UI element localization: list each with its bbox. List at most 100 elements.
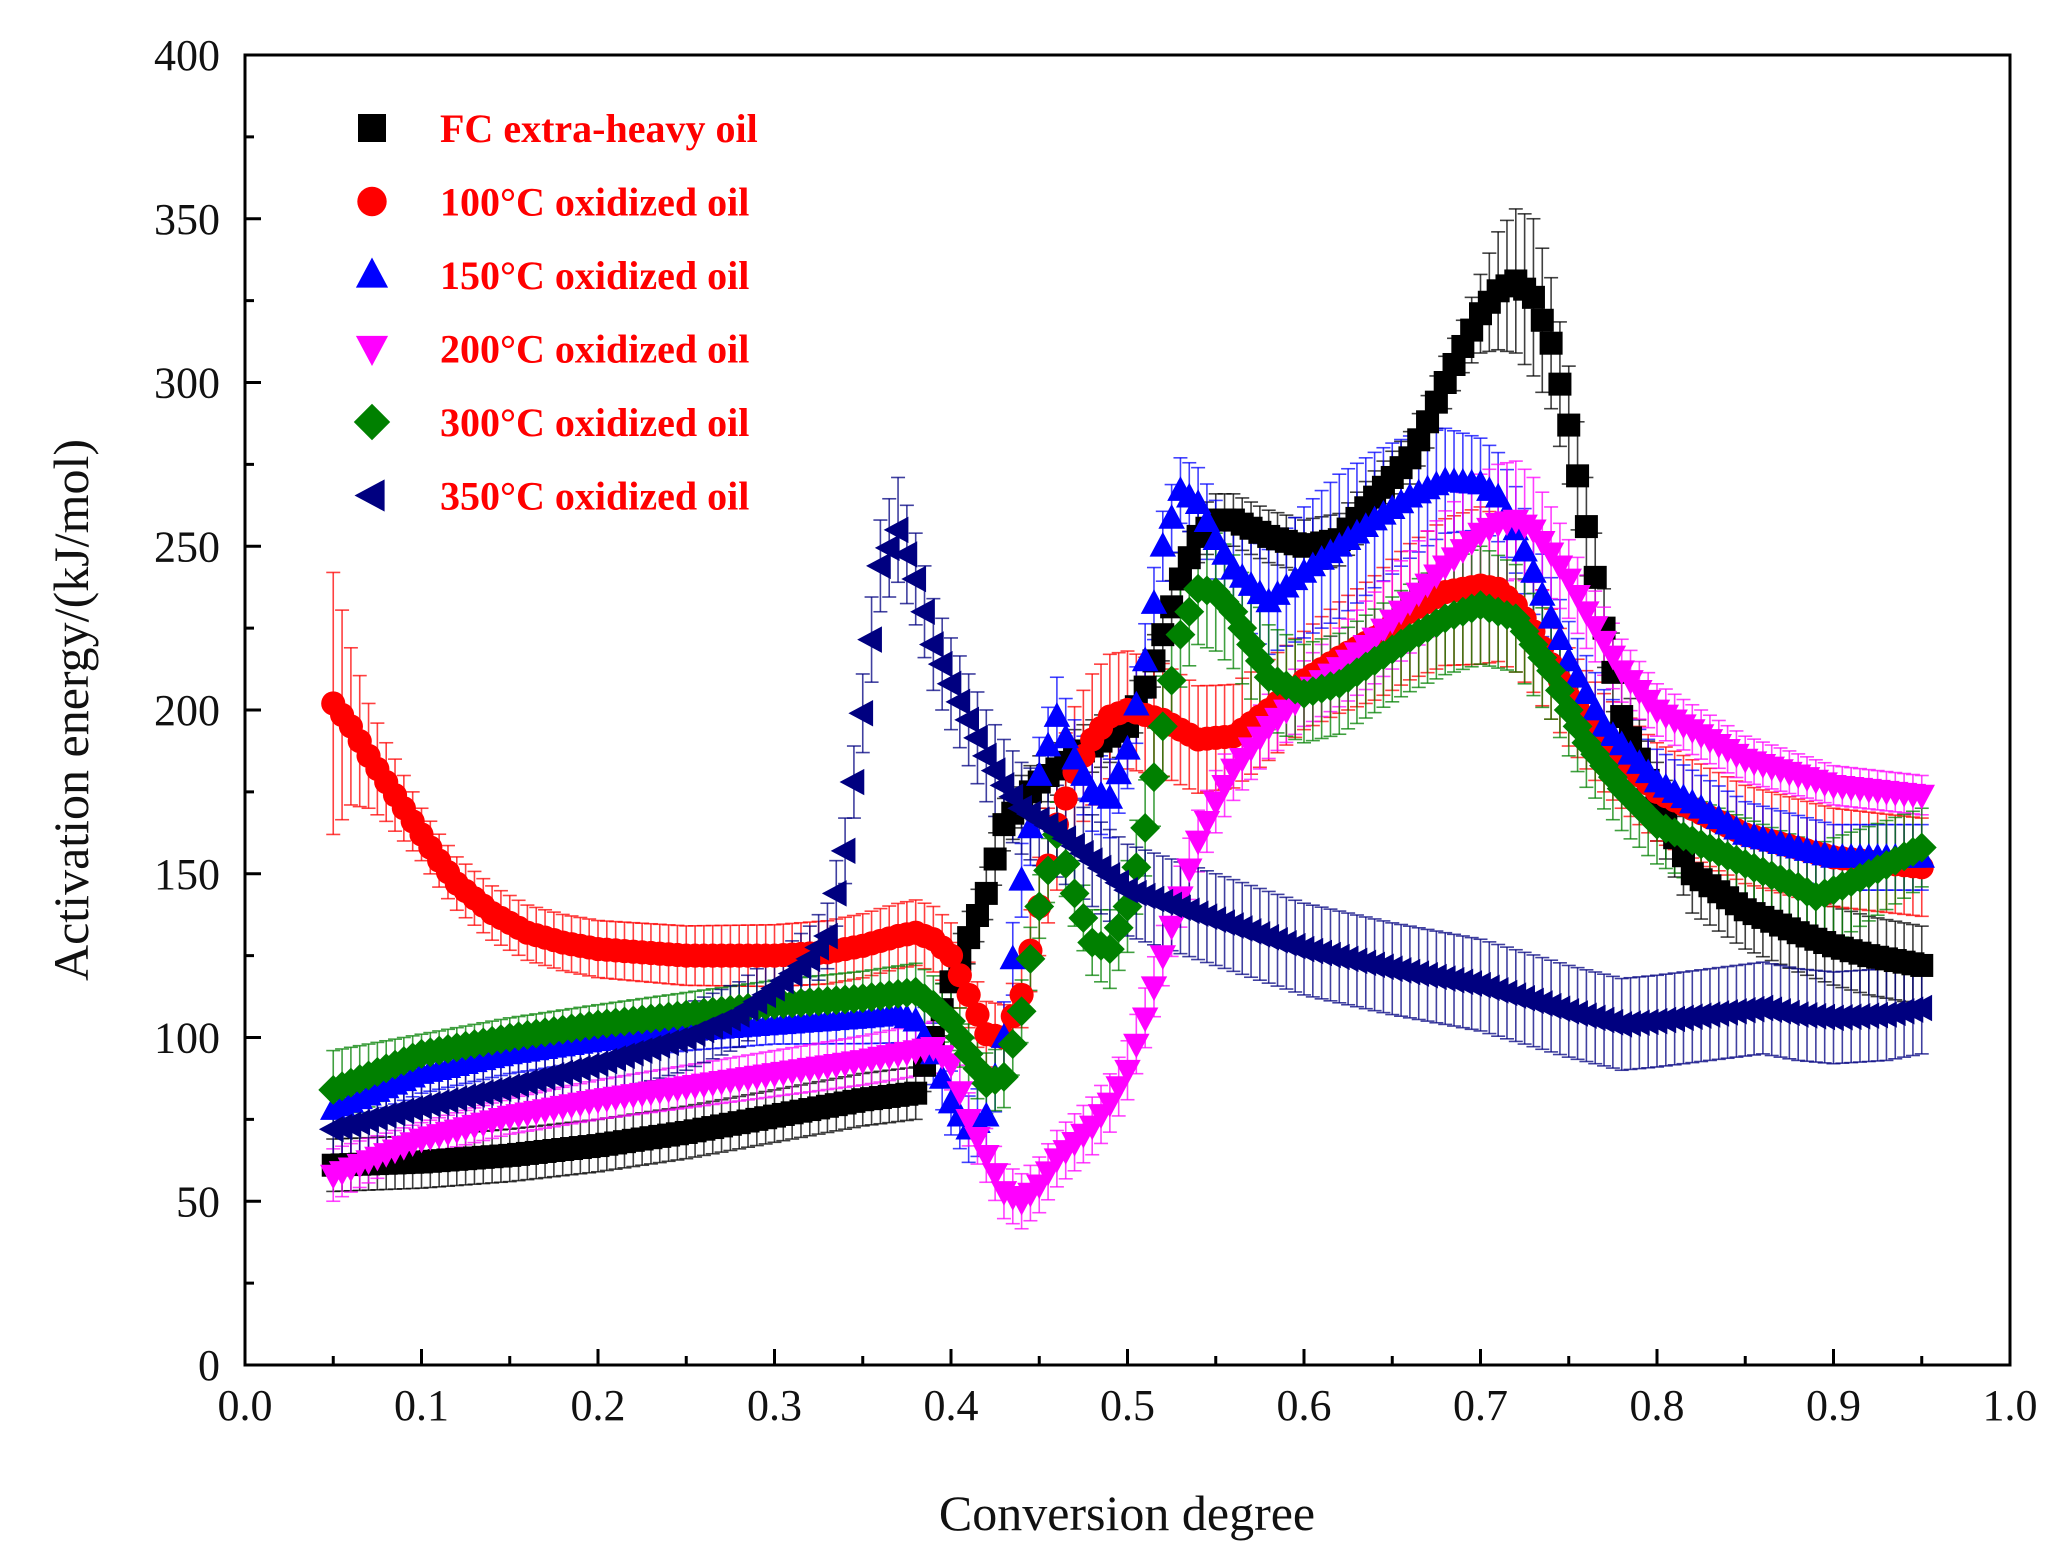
- data-point: [1131, 1007, 1159, 1033]
- data-point: [1530, 308, 1554, 332]
- data-point: [1573, 601, 1600, 627]
- data-point: [974, 881, 998, 905]
- data-point: [1555, 568, 1582, 594]
- data-point: [1114, 1059, 1141, 1085]
- data-point: [1149, 531, 1177, 557]
- data-point: [1624, 791, 1655, 822]
- series-ox200: [320, 509, 1935, 1216]
- data-point: [1433, 371, 1457, 394]
- y-tick-label: 150: [154, 850, 220, 899]
- data-point: [1582, 695, 1609, 721]
- data-point: [954, 706, 979, 734]
- legend-entry-ox150: 150°C oxidized oil: [355, 253, 749, 298]
- data-point: [997, 1029, 1028, 1059]
- data-point: [1574, 515, 1598, 539]
- data-markers: [318, 269, 1937, 1216]
- data-point: [1416, 410, 1440, 434]
- data-point: [1546, 555, 1574, 581]
- data-point: [1015, 943, 1046, 974]
- x-tick-label: 0.7: [1453, 1381, 1508, 1430]
- data-point: [1202, 791, 1229, 817]
- data-point: [883, 516, 909, 544]
- data-point: [1590, 630, 1618, 656]
- x-tick-label: 0.1: [394, 1381, 449, 1430]
- data-point: [944, 1022, 975, 1053]
- data-point: [1174, 596, 1205, 627]
- data-point: [945, 688, 971, 716]
- data-point: [1597, 762, 1628, 793]
- data-point: [1123, 1033, 1150, 1059]
- legend-label: 100°C oxidized oil: [440, 180, 749, 225]
- y-tick-label: 200: [154, 686, 220, 735]
- data-point: [1151, 623, 1175, 647]
- data-point: [971, 742, 997, 770]
- data-point: [946, 1081, 974, 1106]
- data-point: [1599, 645, 1627, 671]
- legend-label: FC extra-heavy oil: [440, 106, 758, 151]
- x-tick-label: 0.5: [1100, 1381, 1155, 1430]
- data-point: [1211, 540, 1238, 565]
- data-point: [1009, 982, 1034, 1007]
- data-point: [1564, 662, 1591, 688]
- data-point: [1068, 903, 1099, 933]
- data-point: [1527, 642, 1558, 673]
- data-point: [999, 944, 1026, 970]
- data-point: [1227, 613, 1258, 644]
- data-point: [1123, 690, 1150, 716]
- data-point: [1537, 542, 1565, 568]
- data-point: [1193, 507, 1221, 533]
- data-point: [1582, 616, 1609, 641]
- y-tick-label: 0: [198, 1341, 220, 1390]
- data-point: [1536, 655, 1567, 686]
- data-point: [1061, 744, 1088, 770]
- plot-frame: [243, 53, 2012, 1367]
- legend-entry-fc: FC extra-heavy oil: [358, 106, 758, 151]
- data-point: [980, 757, 1006, 784]
- data-point: [892, 541, 918, 568]
- data-point: [1610, 705, 1634, 729]
- data-point: [1546, 625, 1574, 650]
- data-point: [1149, 945, 1177, 970]
- data-point: [848, 700, 874, 727]
- legend-label: 350°C oxidized oil: [440, 474, 749, 519]
- data-point: [1103, 912, 1134, 943]
- data-point: [1544, 675, 1575, 706]
- data-point: [1121, 852, 1152, 883]
- legend-marker: [355, 257, 389, 288]
- x-tick-label: 0.9: [1806, 1381, 1861, 1430]
- data-point: [1158, 504, 1185, 529]
- y-axis-ticks: 0 50 100 150 200 250 300 350 400: [154, 31, 261, 1390]
- data-point: [1026, 761, 1053, 786]
- data-point: [1424, 390, 1448, 414]
- data-point: [1105, 1076, 1132, 1101]
- data-point: [1209, 586, 1240, 617]
- data-point: [866, 552, 891, 580]
- data-point: [857, 626, 882, 653]
- data-point: [1573, 679, 1600, 704]
- data-point: [1131, 646, 1159, 672]
- data-point: [1006, 996, 1037, 1027]
- data-point: [1606, 773, 1637, 804]
- data-point: [1133, 675, 1157, 699]
- data-point: [1193, 811, 1221, 836]
- data-point: [1034, 731, 1062, 757]
- data-point: [1094, 934, 1125, 965]
- x-tick-label: 0.2: [571, 1381, 626, 1430]
- y-tick-label: 400: [154, 31, 220, 80]
- data-point: [965, 1002, 990, 1027]
- x-tick-label: 0.6: [1277, 1381, 1332, 1430]
- data-point: [938, 943, 964, 968]
- data-point: [900, 976, 931, 1007]
- data-point: [964, 1127, 991, 1152]
- data-point: [1096, 1092, 1124, 1118]
- data-point: [910, 598, 935, 625]
- data-point: [927, 997, 958, 1028]
- data-point: [1202, 525, 1229, 551]
- data-point: [821, 880, 847, 907]
- data-point: [1484, 482, 1512, 508]
- y-tick-label: 100: [154, 1014, 220, 1063]
- legend-marker: [355, 335, 389, 366]
- data-point: [1158, 915, 1185, 941]
